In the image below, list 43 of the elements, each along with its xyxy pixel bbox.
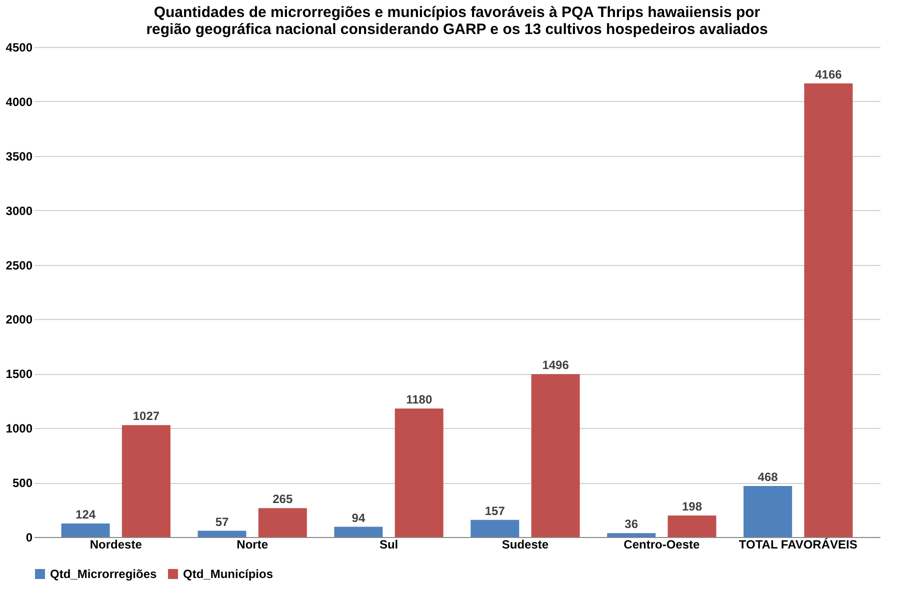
legend-label: Qtd_Municípios: [183, 567, 274, 581]
bar: [804, 83, 853, 537]
y-tick-label: 1500: [6, 367, 33, 382]
y-tick-label: 2000: [6, 312, 33, 327]
data-label: 1027: [132, 409, 160, 424]
data-label: 1496: [542, 358, 570, 372]
bar: [394, 408, 444, 537]
y-tick-label: 4500: [6, 40, 33, 54]
data-label: 1180: [406, 392, 432, 407]
data-label: 124: [76, 508, 96, 522]
bar: [470, 520, 520, 537]
data-label: 4166: [815, 67, 842, 82]
data-label: 36: [624, 517, 638, 532]
bar: [334, 526, 383, 537]
data-label: 157: [484, 504, 506, 518]
x-tick-label: Norte: [236, 538, 268, 552]
y-tick-label: 3500: [6, 149, 33, 164]
y-tick-label: 0: [26, 530, 33, 544]
x-tick-label: Nordeste: [90, 538, 142, 552]
data-label: 57: [215, 514, 229, 529]
x-tick-label: Sul: [379, 538, 398, 552]
bar: [744, 486, 792, 537]
bar: [607, 533, 656, 537]
x-tick-label: Sudeste: [502, 538, 549, 552]
y-tick-label: 1000: [6, 422, 33, 436]
y-tick-label: 3000: [6, 204, 33, 218]
bar: [668, 515, 716, 537]
chart-title: Quantidades de microrregiões e municípios favoráveis à PQA Thrips hawaiiensis por região geográfica nacional considerando GARP e os 13 cultivos hospedeiros avaliados: [146, 4, 768, 38]
y-tick-label: 4000: [6, 94, 33, 109]
data-label: 468: [758, 470, 778, 484]
bar: [61, 524, 110, 537]
bar: [531, 374, 580, 537]
y-tick-label: 500: [12, 476, 33, 490]
bar: [198, 530, 246, 537]
bar: [258, 508, 307, 537]
data-label: 265: [272, 492, 293, 506]
data-label: 198: [682, 499, 702, 514]
x-tick-label: Centro-Oeste: [624, 538, 700, 552]
legend-label: Qtd_Microrregiões: [50, 567, 158, 581]
bar: [122, 425, 170, 537]
y-tick-label: 2500: [6, 258, 33, 272]
x-tick-label: TOTAL FAVORÁVEIS: [738, 538, 858, 552]
data-label: 94: [352, 510, 366, 525]
